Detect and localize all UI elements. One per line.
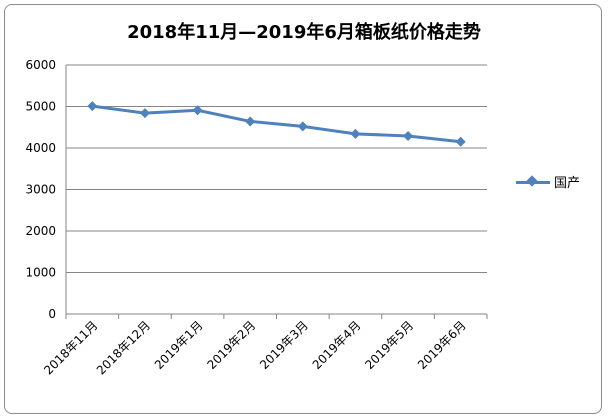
y-tick-label: 0 bbox=[48, 307, 56, 321]
data-point bbox=[403, 130, 414, 141]
series-line bbox=[92, 104, 461, 144]
data-point bbox=[245, 116, 256, 127]
legend-marker bbox=[516, 174, 550, 188]
data-point bbox=[192, 105, 203, 116]
data-point bbox=[139, 108, 150, 119]
x-tick-label: 2019年5月 bbox=[362, 318, 416, 372]
y-tick-label: 3000 bbox=[25, 183, 56, 197]
x-tick-label: 2019年2月 bbox=[204, 318, 258, 372]
y-tick-label: 5000 bbox=[25, 100, 56, 114]
x-tick-label: 2018年11月 bbox=[41, 318, 100, 377]
data-point bbox=[455, 136, 466, 147]
chart-title: 2018年11月—2019年6月箱板纸价格走势 bbox=[127, 22, 481, 43]
data-point bbox=[87, 101, 98, 112]
x-tick-label: 2019年6月 bbox=[415, 318, 469, 372]
y-tick-label: 2000 bbox=[25, 224, 56, 238]
data-point bbox=[297, 121, 308, 132]
chart-frame bbox=[4, 4, 602, 414]
y-tick-label: 1000 bbox=[25, 266, 56, 280]
x-tick-label: 2019年3月 bbox=[257, 318, 311, 372]
legend: 国产 bbox=[516, 172, 580, 191]
legend-label: 国产 bbox=[554, 176, 581, 191]
x-tick-label: 2019年1月 bbox=[152, 318, 206, 372]
y-tick-label: 6000 bbox=[25, 58, 56, 72]
x-tick-label: 2018年12月 bbox=[94, 318, 153, 377]
y-tick-label: 4000 bbox=[25, 141, 56, 155]
data-point bbox=[350, 128, 361, 139]
x-tick-label: 2019年4月 bbox=[310, 318, 364, 372]
